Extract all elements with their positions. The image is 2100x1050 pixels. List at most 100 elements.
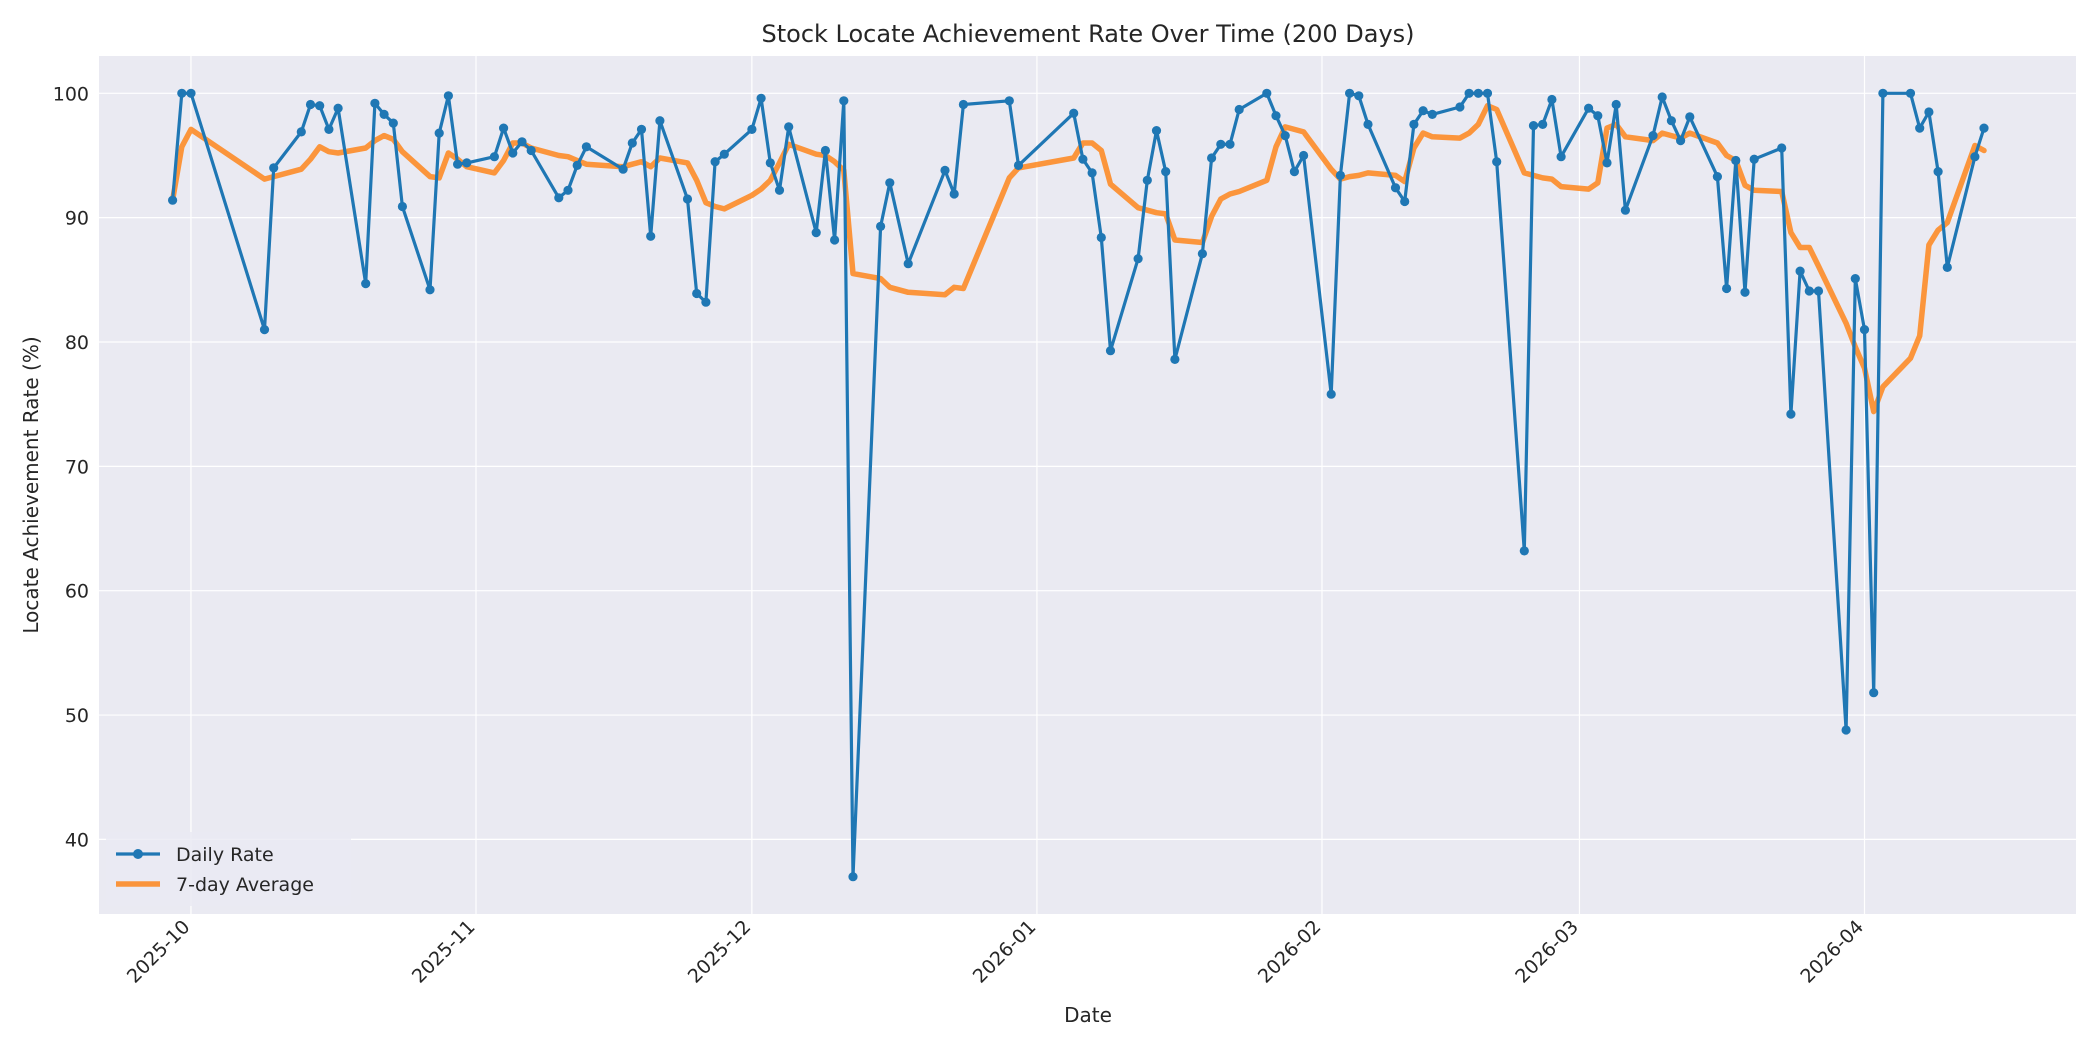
data-point-daily-rate	[940, 165, 950, 175]
data-point-daily-rate	[1409, 119, 1419, 129]
data-point-daily-rate	[517, 137, 527, 147]
legend: Daily Rate 7-day Average	[106, 832, 351, 906]
data-point-daily-rate	[1777, 143, 1787, 153]
y-tick-label: 80	[65, 332, 89, 354]
data-point-daily-rate	[1786, 409, 1796, 419]
series-line-7-day-average	[169, 102, 1987, 415]
data-point-daily-rate	[1262, 88, 1272, 98]
data-point-daily-rate	[1804, 286, 1814, 296]
data-point-daily-rate	[370, 98, 380, 108]
data-point-daily-rate	[1271, 111, 1281, 121]
data-point-daily-rate	[296, 127, 306, 137]
data-point-daily-rate	[958, 99, 969, 110]
data-point-daily-rate	[1942, 262, 1952, 272]
data-point-daily-rate	[1390, 183, 1401, 193]
data-point-daily-rate	[636, 124, 647, 134]
legend-marker-daily-rate	[133, 849, 143, 859]
x-tick-label: 2025-10	[123, 916, 195, 988]
data-point-daily-rate	[876, 221, 886, 231]
data-point-daily-rate	[1528, 121, 1539, 131]
data-point-daily-rate	[1749, 154, 1759, 164]
data-point-daily-rate	[453, 159, 463, 169]
data-point-daily-rate	[1280, 131, 1290, 141]
data-point-daily-rate	[186, 88, 196, 98]
data-point-daily-rate	[379, 109, 389, 119]
data-point-daily-rate	[1648, 131, 1658, 141]
data-point-daily-rate	[747, 124, 757, 134]
plot-area	[99, 56, 2076, 914]
x-tick-label: 2026-01	[969, 916, 1041, 988]
data-point-daily-rate	[830, 235, 840, 245]
data-point-daily-rate	[820, 145, 831, 156]
data-point-daily-rate	[1584, 103, 1594, 113]
data-point-daily-rate	[1418, 106, 1428, 116]
data-point-daily-rate	[1924, 107, 1934, 117]
data-point-daily-rate	[1915, 123, 1925, 133]
data-point-daily-rate	[1354, 91, 1364, 101]
data-point-daily-rate	[168, 195, 178, 205]
data-point-daily-rate	[1133, 254, 1143, 264]
data-point-daily-rate	[756, 93, 766, 103]
data-point-daily-rate	[1878, 88, 1888, 98]
data-point-daily-rate	[1813, 286, 1824, 296]
data-point-daily-rate	[1363, 119, 1373, 129]
y-tick-label: 40	[65, 829, 89, 851]
data-point-daily-rate	[1731, 155, 1741, 166]
data-point-daily-rate	[581, 142, 592, 152]
data-point-daily-rate	[1151, 126, 1162, 136]
data-point-daily-rate	[1197, 249, 1207, 259]
data-point-daily-rate	[1004, 96, 1014, 106]
y-axis-label: Locate Achievement Rate (%)	[19, 336, 43, 633]
data-point-daily-rate	[1593, 111, 1603, 121]
data-point-daily-rate	[1427, 109, 1437, 119]
data-point-daily-rate	[811, 228, 821, 238]
data-point-daily-rate	[563, 185, 573, 195]
x-tick-label: 2026-04	[1796, 916, 1868, 988]
data-point-daily-rate	[462, 158, 472, 168]
data-point-daily-rate	[1547, 94, 1557, 105]
data-point-daily-rate	[949, 189, 959, 199]
data-point-daily-rate	[1289, 167, 1299, 177]
data-point-daily-rate	[1556, 152, 1566, 162]
data-point-daily-rate	[1482, 88, 1493, 98]
data-point-daily-rate	[1492, 157, 1502, 167]
chart-title: Stock Locate Achievement Rate Over Time …	[761, 20, 1414, 48]
data-point-daily-rate	[848, 872, 858, 882]
data-point-daily-rate	[572, 160, 582, 170]
data-point-daily-rate	[1970, 152, 1980, 162]
data-point-daily-rate	[1400, 196, 1410, 207]
x-axis-ticks: 2025-10 2025-11 2025-12 2026-01 2026-02 2026-…	[123, 916, 1868, 988]
data-point-daily-rate	[333, 103, 343, 113]
x-tick-label: 2026-02	[1254, 916, 1326, 988]
data-point-daily-rate	[1234, 104, 1244, 115]
data-point-daily-rate	[1519, 546, 1529, 556]
x-tick-label: 2025-12	[684, 916, 756, 988]
y-tick-label: 90	[65, 208, 89, 230]
data-point-daily-rate	[1096, 232, 1106, 243]
data-point-daily-rate	[1905, 88, 1916, 98]
data-point-daily-rate	[1161, 167, 1171, 177]
data-point-daily-rate	[1933, 167, 1943, 177]
data-point-daily-rate	[177, 88, 187, 98]
data-point-daily-rate	[1142, 175, 1152, 185]
data-point-daily-rate	[710, 157, 720, 167]
data-point-daily-rate	[526, 145, 536, 156]
data-point-daily-rate	[1087, 168, 1097, 178]
data-point-daily-rate	[1657, 92, 1667, 102]
data-point-daily-rate	[1676, 136, 1686, 146]
data-point-daily-rate	[618, 164, 628, 174]
data-point-daily-rate	[425, 285, 435, 295]
y-tick-label: 100	[53, 83, 89, 105]
data-point-daily-rate	[434, 128, 444, 138]
x-tick-label: 2025-11	[408, 916, 480, 988]
legend-box	[106, 832, 351, 906]
series-layer	[168, 88, 1989, 882]
data-point-daily-rate	[1841, 725, 1851, 735]
data-point-daily-rate	[627, 138, 637, 148]
data-point-daily-rate	[1869, 688, 1879, 698]
data-point-daily-rate	[1859, 325, 1870, 335]
data-point-daily-rate	[361, 279, 371, 289]
data-point-daily-rate	[646, 231, 656, 241]
data-point-daily-rate	[315, 101, 325, 111]
